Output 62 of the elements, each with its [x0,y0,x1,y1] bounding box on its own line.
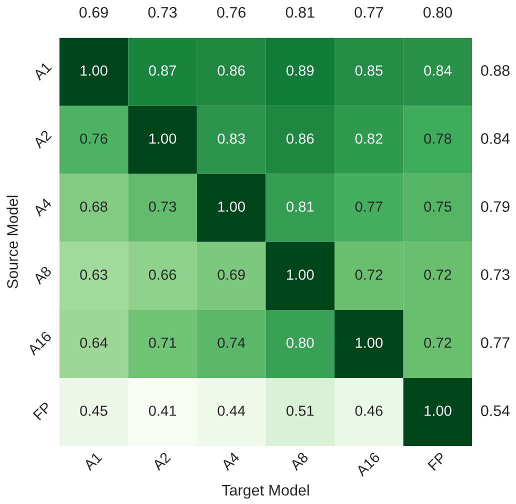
data-label: 0.73 [148,201,176,212]
data-label: 0.68 [80,201,108,212]
x-axis-title: Target Model [222,484,309,499]
y-tick-label: A8 [32,266,52,285]
y2-tick-label: 0.79 [480,201,510,212]
y-tick-label: A4 [32,197,52,217]
y-tick-label: A1 [32,62,52,81]
text: 0.77 [354,6,384,18]
x-tick-label: A8 [289,452,309,472]
y-tick-label: FP [32,402,52,420]
data-label: 0.44 [218,406,246,416]
data-label: 0.83 [218,133,245,144]
data-label: 0.86 [286,133,314,144]
y2-tick-label: 0.88 [480,65,510,76]
data-label: 0.76 [80,133,108,144]
data-label: 0.63 [80,270,108,280]
data-label: 0.85 [355,65,383,76]
data-label: 0.66 [148,270,176,280]
y-axis-title: Source Model [6,196,18,288]
data-label: 0.45 [80,406,108,416]
data-label: 1.00 [149,133,176,144]
data-label: 0.84 [424,65,452,76]
y2-tick-label: 0.73 [480,269,510,280]
data-label: 0.69 [218,270,245,280]
data-label: 1.00 [80,65,108,76]
y2-tick-label: 0.54 [480,405,510,416]
x-tick-label: A1 [83,452,102,471]
x-tick-label: A2 [152,452,171,471]
data-label: 0.89 [286,65,314,76]
data-label: 0.82 [355,133,382,144]
data-label: 0.72 [355,270,382,280]
x-tick-label: FP [428,452,446,471]
x-tick-label: A4 [220,452,240,471]
data-label: 0.75 [424,201,452,212]
text: 0.73 [148,6,177,18]
data-label: 0.78 [424,133,452,144]
y2-tick-label: 0.77 [480,337,510,348]
data-label: 0.87 [148,65,176,76]
data-label: 0.64 [80,338,108,348]
data-label: 0.41 [148,406,176,416]
data-label: 0.80 [286,338,314,348]
data-label: 0.81 [286,201,314,212]
y2-tick-label: 0.84 [480,133,510,144]
data-label: 1.00 [218,201,245,212]
data-label: 0.72 [424,338,452,348]
x-tick-label: A16 [355,452,380,477]
data-label: 0.74 [218,338,246,348]
data-label: 0.51 [286,406,314,416]
data-label: 1.00 [287,270,314,280]
text: 0.76 [217,6,246,18]
data-label: 0.86 [218,65,245,76]
data-label: 1.00 [356,338,383,348]
data-label: 0.77 [355,201,382,212]
y-tick-label: A16 [26,330,52,356]
data-label: 0.71 [148,338,176,348]
data-label: 0.46 [355,406,382,416]
data-label: 1.00 [424,406,452,416]
text: 0.80 [423,6,452,18]
data-label: 0.72 [424,270,452,280]
text: 0.69 [79,6,108,18]
text: 0.81 [286,6,314,18]
y-tick-label: A2 [32,130,52,149]
